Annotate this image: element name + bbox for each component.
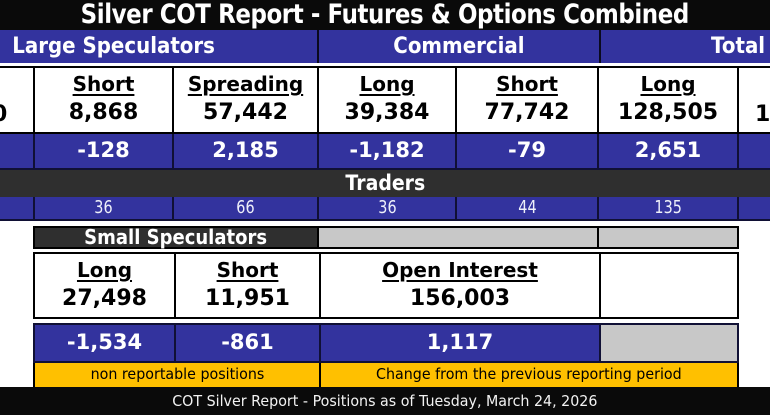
- cell-blank: [599, 252, 739, 319]
- col-header: Long: [359, 72, 415, 96]
- cell-total-long: Long 128,505: [599, 68, 739, 132]
- traders-comm-short: 44: [457, 197, 599, 219]
- change-cell-blank-right: [739, 134, 770, 168]
- change-open-interest: 1,117: [319, 323, 599, 363]
- col-header: Short: [216, 258, 279, 282]
- traders-label: Traders: [345, 171, 425, 195]
- section-bar: Large Speculators Commercial Total: [0, 30, 770, 63]
- col-value: 77,742: [484, 100, 570, 125]
- small-speculators-bar: Small Speculators: [33, 226, 319, 249]
- cell-ss-short: Short 11,951: [174, 252, 319, 319]
- cell-clipped-right: 1: [739, 68, 770, 132]
- section-commercial: Commercial: [317, 30, 599, 63]
- traders-bar: Traders: [0, 170, 770, 197]
- cell-clipped-left: 0: [0, 68, 35, 132]
- change-ls-short: -128: [35, 134, 174, 168]
- section-commercial-label: Commercial: [393, 34, 525, 59]
- open-interest-value: 156,003: [409, 286, 511, 311]
- footer-bar: COT Silver Report - Positions as of Tues…: [0, 387, 770, 415]
- cell-ls-short: Short 8,868: [35, 68, 174, 132]
- positions-row: 0 Short 8,868 Spreading 57,442 Long 39,3…: [0, 66, 770, 134]
- col-header: Short: [496, 72, 558, 96]
- col-header: Long: [640, 72, 696, 96]
- open-interest-header: Open Interest: [382, 258, 538, 282]
- col-value: 11,951: [205, 286, 290, 311]
- col-header: Short: [72, 72, 135, 96]
- report-title: Silver COT Report - Futures & Options Co…: [80, 0, 690, 30]
- traders-row: 36 66 36 44 135: [0, 197, 770, 221]
- col-value: 27,498: [62, 286, 147, 311]
- legend-change-period: Change from the previous reporting perio…: [319, 363, 739, 387]
- change-gray-cell: [599, 323, 739, 363]
- change-total-long: 2,651: [599, 134, 739, 168]
- gray-cell-left: [319, 226, 599, 249]
- traders-ls-spreading: 66: [174, 197, 319, 219]
- footer-text: COT Silver Report - Positions as of Tues…: [172, 392, 598, 410]
- col-value: 39,384: [344, 100, 430, 125]
- col-header: Spreading: [187, 72, 304, 96]
- traders-cell-blank: [0, 197, 35, 219]
- small-speculators-label: Small Speculators: [84, 225, 268, 249]
- change-comm-long: -1,182: [319, 134, 457, 168]
- col-value: 57,442: [203, 100, 288, 125]
- traders-cell-blank-right: [739, 197, 770, 219]
- change-comm-short: -79: [457, 134, 599, 168]
- col-value: 128,505: [617, 100, 719, 125]
- cell-ls-spreading: Spreading 57,442: [174, 68, 319, 132]
- change-cell-blank: [0, 134, 35, 168]
- col-header: Long: [76, 258, 133, 282]
- title-bar: Silver COT Report - Futures & Options Co…: [0, 0, 770, 30]
- section-large-speculators-label: Large Speculators: [12, 34, 215, 59]
- section-total-label: Total: [710, 34, 765, 59]
- change-ss-short: -861: [174, 323, 319, 363]
- legend-non-reportable: non reportable positions: [33, 363, 319, 387]
- traders-ls-short: 36: [35, 197, 174, 219]
- col-value: 8,868: [68, 100, 139, 125]
- change-row-top: -128 2,185 -1,182 -79 2,651: [0, 134, 770, 170]
- cell-comm-short: Short 77,742: [457, 68, 599, 132]
- clipped-left-value: 0: [0, 101, 7, 129]
- traders-total-long: 135: [599, 197, 739, 219]
- change-ls-spreading: 2,185: [174, 134, 319, 168]
- cell-open-interest: Open Interest 156,003: [319, 252, 599, 319]
- cell-ss-long: Long 27,498: [33, 252, 174, 319]
- traders-comm-long: 36: [319, 197, 457, 219]
- change-ss-long: -1,534: [33, 323, 174, 363]
- cell-comm-long: Long 39,384: [319, 68, 457, 132]
- section-large-speculators: Large Speculators: [0, 30, 317, 63]
- clipped-right-value: 1: [755, 102, 770, 127]
- gray-cell-right: [599, 226, 739, 249]
- section-total: Total: [599, 30, 770, 63]
